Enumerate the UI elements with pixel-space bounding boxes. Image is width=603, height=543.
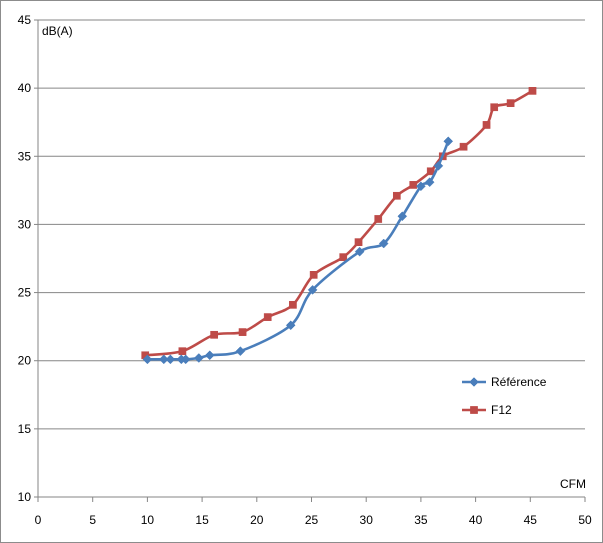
- y-tick-label-10: 10: [18, 490, 32, 504]
- legend: Référence F12: [462, 375, 547, 417]
- data-point-r-f-rence-4: [180, 354, 191, 365]
- data-point-f12-9: [374, 215, 383, 223]
- data-point-f12-2: [210, 330, 218, 339]
- data-point-r-f-rence-10: [354, 246, 365, 257]
- x-tick-label-40: 40: [469, 513, 483, 527]
- legend-item-f12: F12: [462, 403, 512, 417]
- legend-item-r-f-rence: Référence: [462, 375, 547, 389]
- data-point-f12-15: [482, 121, 491, 129]
- y-axis-label: dB(A): [42, 24, 73, 38]
- data-point-r-f-rence-0: [142, 354, 153, 365]
- axes: 10 15 20 25 30 35 40 45 0 5 10 15 20 25 30 35 40 45 50: [18, 13, 592, 527]
- x-tick-label-25: 25: [305, 513, 319, 527]
- data-point-r-f-rence-12: [397, 211, 408, 222]
- data-point-r-f-rence-13: [416, 181, 426, 192]
- legend-marker-r-f-rence: [469, 377, 479, 387]
- series-line-r-f-rence: [146, 139, 450, 361]
- data-point-f12-6: [309, 271, 318, 279]
- x-tick-label-35: 35: [414, 513, 428, 527]
- data-point-r-f-rence-5: [193, 353, 204, 363]
- data-point-f12-11: [409, 181, 418, 189]
- y-tick-label-40: 40: [18, 81, 32, 95]
- data-point-f12-8: [354, 238, 363, 246]
- y-tick-label-20: 20: [18, 354, 32, 368]
- series-r-f-rence: [142, 136, 454, 365]
- data-point-r-f-rence-1: [158, 354, 169, 365]
- data-point-f12-7: [339, 253, 348, 261]
- data-point-f12-1: [178, 347, 187, 356]
- data-point-f12-18: [528, 87, 537, 95]
- x-tick-label-15: 15: [195, 513, 209, 527]
- plot-series: [141, 87, 537, 365]
- data-point-r-f-rence-15: [433, 160, 444, 171]
- data-point-r-f-rence-9: [307, 284, 318, 295]
- x-tick-label-20: 20: [250, 513, 264, 527]
- data-point-f12-17: [506, 99, 515, 107]
- y-tick-label-15: 15: [18, 422, 32, 436]
- x-tick-label-50: 50: [578, 513, 592, 527]
- series-f12: [141, 87, 537, 360]
- data-point-f12-16: [490, 103, 499, 112]
- legend-label-r-f-rence: Référence: [491, 375, 547, 389]
- data-point-r-f-rence-14: [424, 177, 435, 188]
- data-point-f12-14: [459, 142, 468, 151]
- data-point-f12-5: [289, 300, 297, 309]
- data-point-f12-4: [263, 313, 272, 321]
- data-point-f12-3: [238, 328, 247, 336]
- x-tick-label-5: 5: [89, 513, 96, 527]
- y-tick-label-25: 25: [18, 286, 32, 300]
- y-tick-label-30: 30: [18, 217, 32, 231]
- y-tick-label-35: 35: [18, 149, 32, 163]
- x-tick-label-45: 45: [524, 513, 538, 527]
- legend-label-f12: F12: [491, 403, 512, 417]
- legend-marker-f12: [470, 406, 478, 414]
- series-line-f12: [143, 89, 534, 357]
- data-point-f12-12: [426, 167, 435, 176]
- x-tick-label-10: 10: [141, 513, 155, 527]
- data-point-f12-10: [392, 191, 401, 200]
- x-tick-label-0: 0: [35, 513, 42, 527]
- data-point-r-f-rence-2: [165, 354, 176, 365]
- data-point-r-f-rence-8: [285, 320, 296, 331]
- data-point-r-f-rence-6: [204, 350, 215, 361]
- data-point-r-f-rence-7: [235, 346, 246, 357]
- x-axis-label: CFM: [560, 477, 586, 491]
- data-point-r-f-rence-16: [443, 136, 454, 147]
- data-point-r-f-rence-11: [378, 238, 389, 249]
- x-tick-label-30: 30: [360, 513, 374, 527]
- y-tick-label-45: 45: [18, 13, 32, 27]
- grid-lines: [38, 19, 585, 430]
